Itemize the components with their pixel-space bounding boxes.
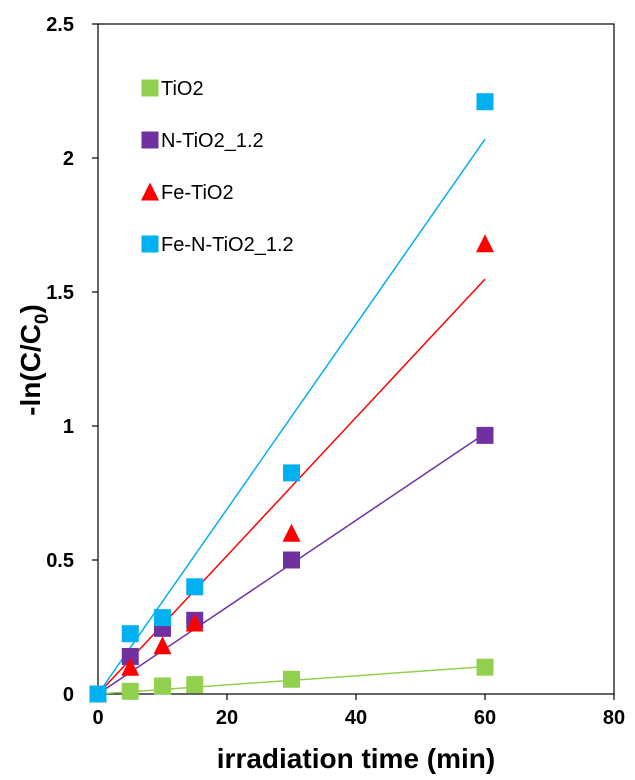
legend-label-n-tio2-1-2: N-TiO2_1.2 <box>161 130 264 152</box>
legend-marker-fe-tio2 <box>141 182 159 201</box>
legend-label-tio2: TiO2 <box>161 78 204 100</box>
data-point-tio2 <box>186 676 204 694</box>
data-point-fe-tio2 <box>476 234 494 253</box>
data-point-fe-tio2 <box>185 613 204 632</box>
legend-marker-n-tio2-1-2 <box>141 131 159 149</box>
data-point-n-tio2-1-2 <box>121 647 139 665</box>
x-tick-label: 0 <box>92 707 103 729</box>
legend-marker-fe-n-tio2-1-2 <box>141 235 159 253</box>
y-axis-title-end: ) <box>15 304 46 313</box>
data-point-tio2 <box>121 682 139 700</box>
data-point-fe-n-tio2-1-2 <box>121 625 139 643</box>
data-point-fe-tio2 <box>153 636 172 655</box>
y-tick-label: 0.5 <box>46 550 74 572</box>
x-tick-label: 60 <box>474 707 496 729</box>
x-tick-label: 40 <box>345 707 367 729</box>
legend-marker-tio2 <box>141 79 159 97</box>
y-axis-title-subscript: 0 <box>32 313 53 324</box>
x-tick-label: 20 <box>216 707 238 729</box>
legend-label-fe-n-tio2-1-2: Fe-N-TiO2_1.2 <box>161 234 294 256</box>
data-point-fe-tio2 <box>121 657 140 676</box>
y-tick-label: 1 <box>63 416 74 438</box>
data-point-fe-n-tio2-1-2 <box>186 578 204 596</box>
plot-area-frame <box>97 23 615 695</box>
data-point-tio2 <box>283 670 300 688</box>
y-tick-label: 1.5 <box>46 282 74 304</box>
trendline-fe-n-tio2-1-2 <box>97 138 486 695</box>
y-tick-label: 2 <box>63 148 74 170</box>
x-tick-label: 80 <box>603 707 625 729</box>
y-axis-title: -ln(C/C0) <box>15 304 53 416</box>
y-axis-title-main: -ln(C/C <box>15 324 46 416</box>
data-point-fe-n-tio2-1-2 <box>89 685 107 703</box>
y-tick-label: 2.5 <box>46 14 74 36</box>
x-axis-title: irradiation time (min) <box>217 743 495 774</box>
data-point-fe-tio2 <box>282 523 301 542</box>
data-point-tio2 <box>476 658 494 676</box>
data-point-n-tio2-1-2 <box>476 426 494 444</box>
data-point-fe-n-tio2-1-2 <box>154 609 171 627</box>
y-tick-label: 0 <box>63 684 74 706</box>
legend-label-fe-tio2: Fe-TiO2 <box>161 182 234 204</box>
data-point-n-tio2-1-2 <box>283 551 300 569</box>
data-point-tio2 <box>154 677 171 695</box>
data-point-fe-n-tio2-1-2 <box>283 464 300 482</box>
data-point-fe-n-tio2-1-2 <box>476 93 494 111</box>
